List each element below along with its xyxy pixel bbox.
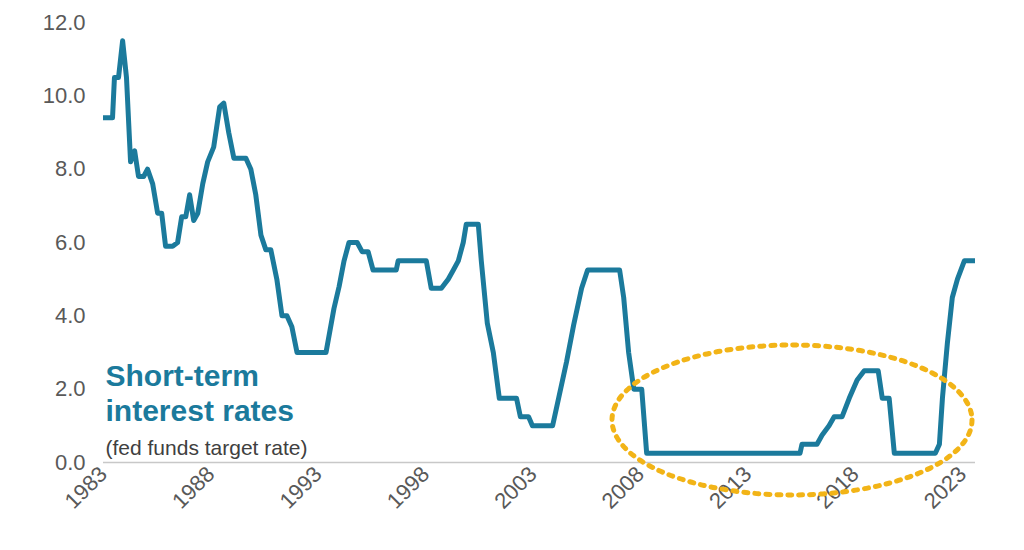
svg-text:2013: 2013 — [704, 461, 757, 514]
svg-text:0.0: 0.0 — [55, 450, 86, 475]
svg-text:2003: 2003 — [489, 461, 541, 513]
svg-text:Short-terminterest rates: Short-terminterest rates — [106, 359, 294, 427]
svg-text:2023: 2023 — [918, 461, 972, 514]
svg-text:6.0: 6.0 — [55, 230, 86, 255]
svg-text:12.0: 12.0 — [43, 10, 86, 35]
svg-text:1983: 1983 — [60, 461, 112, 513]
svg-text:8.0: 8.0 — [55, 156, 86, 181]
svg-text:1998: 1998 — [382, 461, 434, 513]
svg-text:(fed funds target rate): (fed funds target rate) — [106, 436, 308, 459]
svg-text:10.0: 10.0 — [43, 83, 86, 108]
svg-text:2008: 2008 — [597, 461, 649, 513]
svg-text:2018: 2018 — [811, 461, 863, 513]
svg-text:4.0: 4.0 — [55, 303, 86, 328]
svg-text:2.0: 2.0 — [55, 376, 86, 401]
svg-text:1993: 1993 — [274, 461, 326, 513]
svg-text:1988: 1988 — [167, 461, 219, 513]
